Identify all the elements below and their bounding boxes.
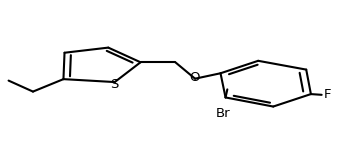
Text: O: O [189,71,199,85]
Text: S: S [111,78,119,91]
Text: F: F [323,88,331,101]
Text: Br: Br [216,107,230,120]
